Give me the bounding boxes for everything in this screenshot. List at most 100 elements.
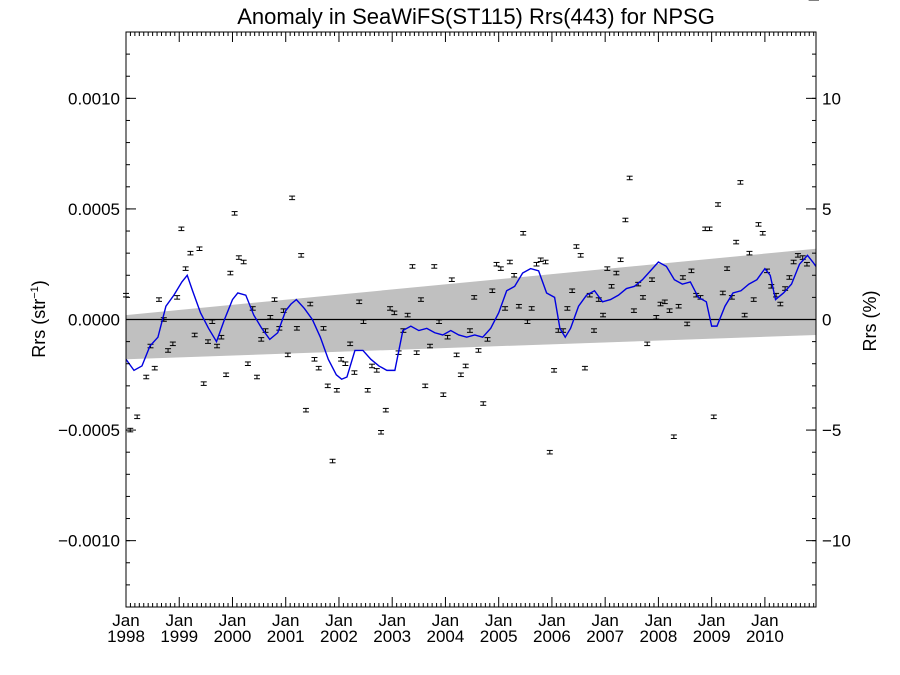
x-tick-month-label: Jan xyxy=(591,611,618,630)
data-point xyxy=(448,277,455,282)
data-points-layer xyxy=(123,0,819,464)
data-point xyxy=(670,434,677,439)
data-point xyxy=(524,319,531,324)
smooth-line xyxy=(125,254,817,381)
data-point xyxy=(436,319,443,324)
data-point xyxy=(515,303,522,309)
right-tick-label: −10 xyxy=(822,532,851,551)
data-point xyxy=(333,388,340,393)
data-point xyxy=(661,299,668,305)
data-point xyxy=(688,268,695,274)
data-point xyxy=(657,301,664,307)
data-point xyxy=(196,246,203,251)
x-tick-year-label: 2008 xyxy=(639,627,677,646)
x-tick-month-label: Jan xyxy=(378,611,405,630)
data-point xyxy=(378,430,385,435)
x-tick-year-label: 2007 xyxy=(586,627,624,646)
data-point xyxy=(569,288,576,294)
x-tick-year-label: 1999 xyxy=(160,627,198,646)
data-point xyxy=(649,277,656,282)
x-tick-month-label: Jan xyxy=(698,611,725,630)
data-point xyxy=(235,255,242,260)
data-point xyxy=(684,321,691,327)
data-point xyxy=(489,288,496,294)
right-y-axis: 10 5 0 −5 −10 xyxy=(806,53,851,586)
x-tick-month-label: Jan xyxy=(485,611,512,630)
data-point xyxy=(413,350,420,355)
data-point xyxy=(466,328,473,333)
data-point xyxy=(644,341,651,347)
x-tick-month-label: Jan xyxy=(219,611,246,630)
x-tick-year-label: 2002 xyxy=(320,627,358,646)
data-point xyxy=(227,270,234,276)
data-point xyxy=(271,297,278,302)
data-point xyxy=(427,343,434,349)
data-point xyxy=(497,266,504,271)
data-point xyxy=(404,312,411,318)
data-point xyxy=(329,458,336,464)
data-point xyxy=(653,315,660,320)
data-point xyxy=(200,381,207,386)
data-point xyxy=(573,244,580,249)
data-point xyxy=(307,301,314,307)
data-point xyxy=(746,250,753,256)
data-point xyxy=(537,257,544,263)
data-point xyxy=(417,297,424,302)
data-point xyxy=(520,230,527,236)
data-point xyxy=(223,372,230,378)
data-point xyxy=(444,334,451,340)
data-point xyxy=(528,306,535,311)
x-tick-year-label: 2004 xyxy=(427,627,465,646)
data-point xyxy=(373,368,380,373)
right-tick-label: 0 xyxy=(822,311,831,330)
data-point xyxy=(741,312,748,318)
data-point xyxy=(493,261,500,267)
data-point xyxy=(364,388,371,393)
data-point xyxy=(387,306,394,311)
data-point xyxy=(431,264,438,269)
data-point xyxy=(759,230,766,236)
data-point xyxy=(289,195,296,201)
data-point xyxy=(356,299,363,305)
data-point xyxy=(577,253,584,258)
data-point xyxy=(475,348,482,353)
data-point xyxy=(453,352,460,358)
data-point xyxy=(484,337,491,342)
data-point xyxy=(187,250,194,256)
data-point xyxy=(169,341,176,347)
data-point xyxy=(733,239,740,245)
data-point xyxy=(710,414,717,420)
data-point xyxy=(204,339,211,344)
x-tick-year-label: 2010 xyxy=(746,627,784,646)
data-point xyxy=(231,211,238,216)
data-point xyxy=(382,407,389,413)
data-point xyxy=(391,310,398,316)
data-point xyxy=(457,372,464,378)
data-point xyxy=(613,270,620,276)
x-tick-month-label: Jan xyxy=(645,611,672,630)
data-point xyxy=(134,414,141,420)
x-tick-year-label: 2003 xyxy=(373,627,411,646)
x-tick-year-label: 2009 xyxy=(693,627,731,646)
data-point xyxy=(178,226,185,232)
data-point xyxy=(755,222,762,227)
data-point xyxy=(803,261,810,267)
data-point xyxy=(320,326,327,331)
y-axis-left-label: Rrs (str−1) xyxy=(29,280,49,358)
data-point xyxy=(284,352,291,358)
data-point xyxy=(666,308,673,313)
left-tick-label: −0.0010 xyxy=(58,532,120,551)
data-point xyxy=(293,326,300,331)
data-point xyxy=(777,301,784,307)
data-point xyxy=(267,315,274,320)
x-tick-year-label: 2000 xyxy=(214,627,252,646)
left-tick-label: 0.0005 xyxy=(68,200,120,219)
data-point xyxy=(174,295,181,300)
data-point xyxy=(604,266,611,271)
data-point xyxy=(360,319,367,324)
data-point xyxy=(794,253,801,258)
x-tick-year-label: 2005 xyxy=(480,627,518,646)
x-tick-month-label: Jan xyxy=(538,611,565,630)
data-point xyxy=(143,374,150,380)
